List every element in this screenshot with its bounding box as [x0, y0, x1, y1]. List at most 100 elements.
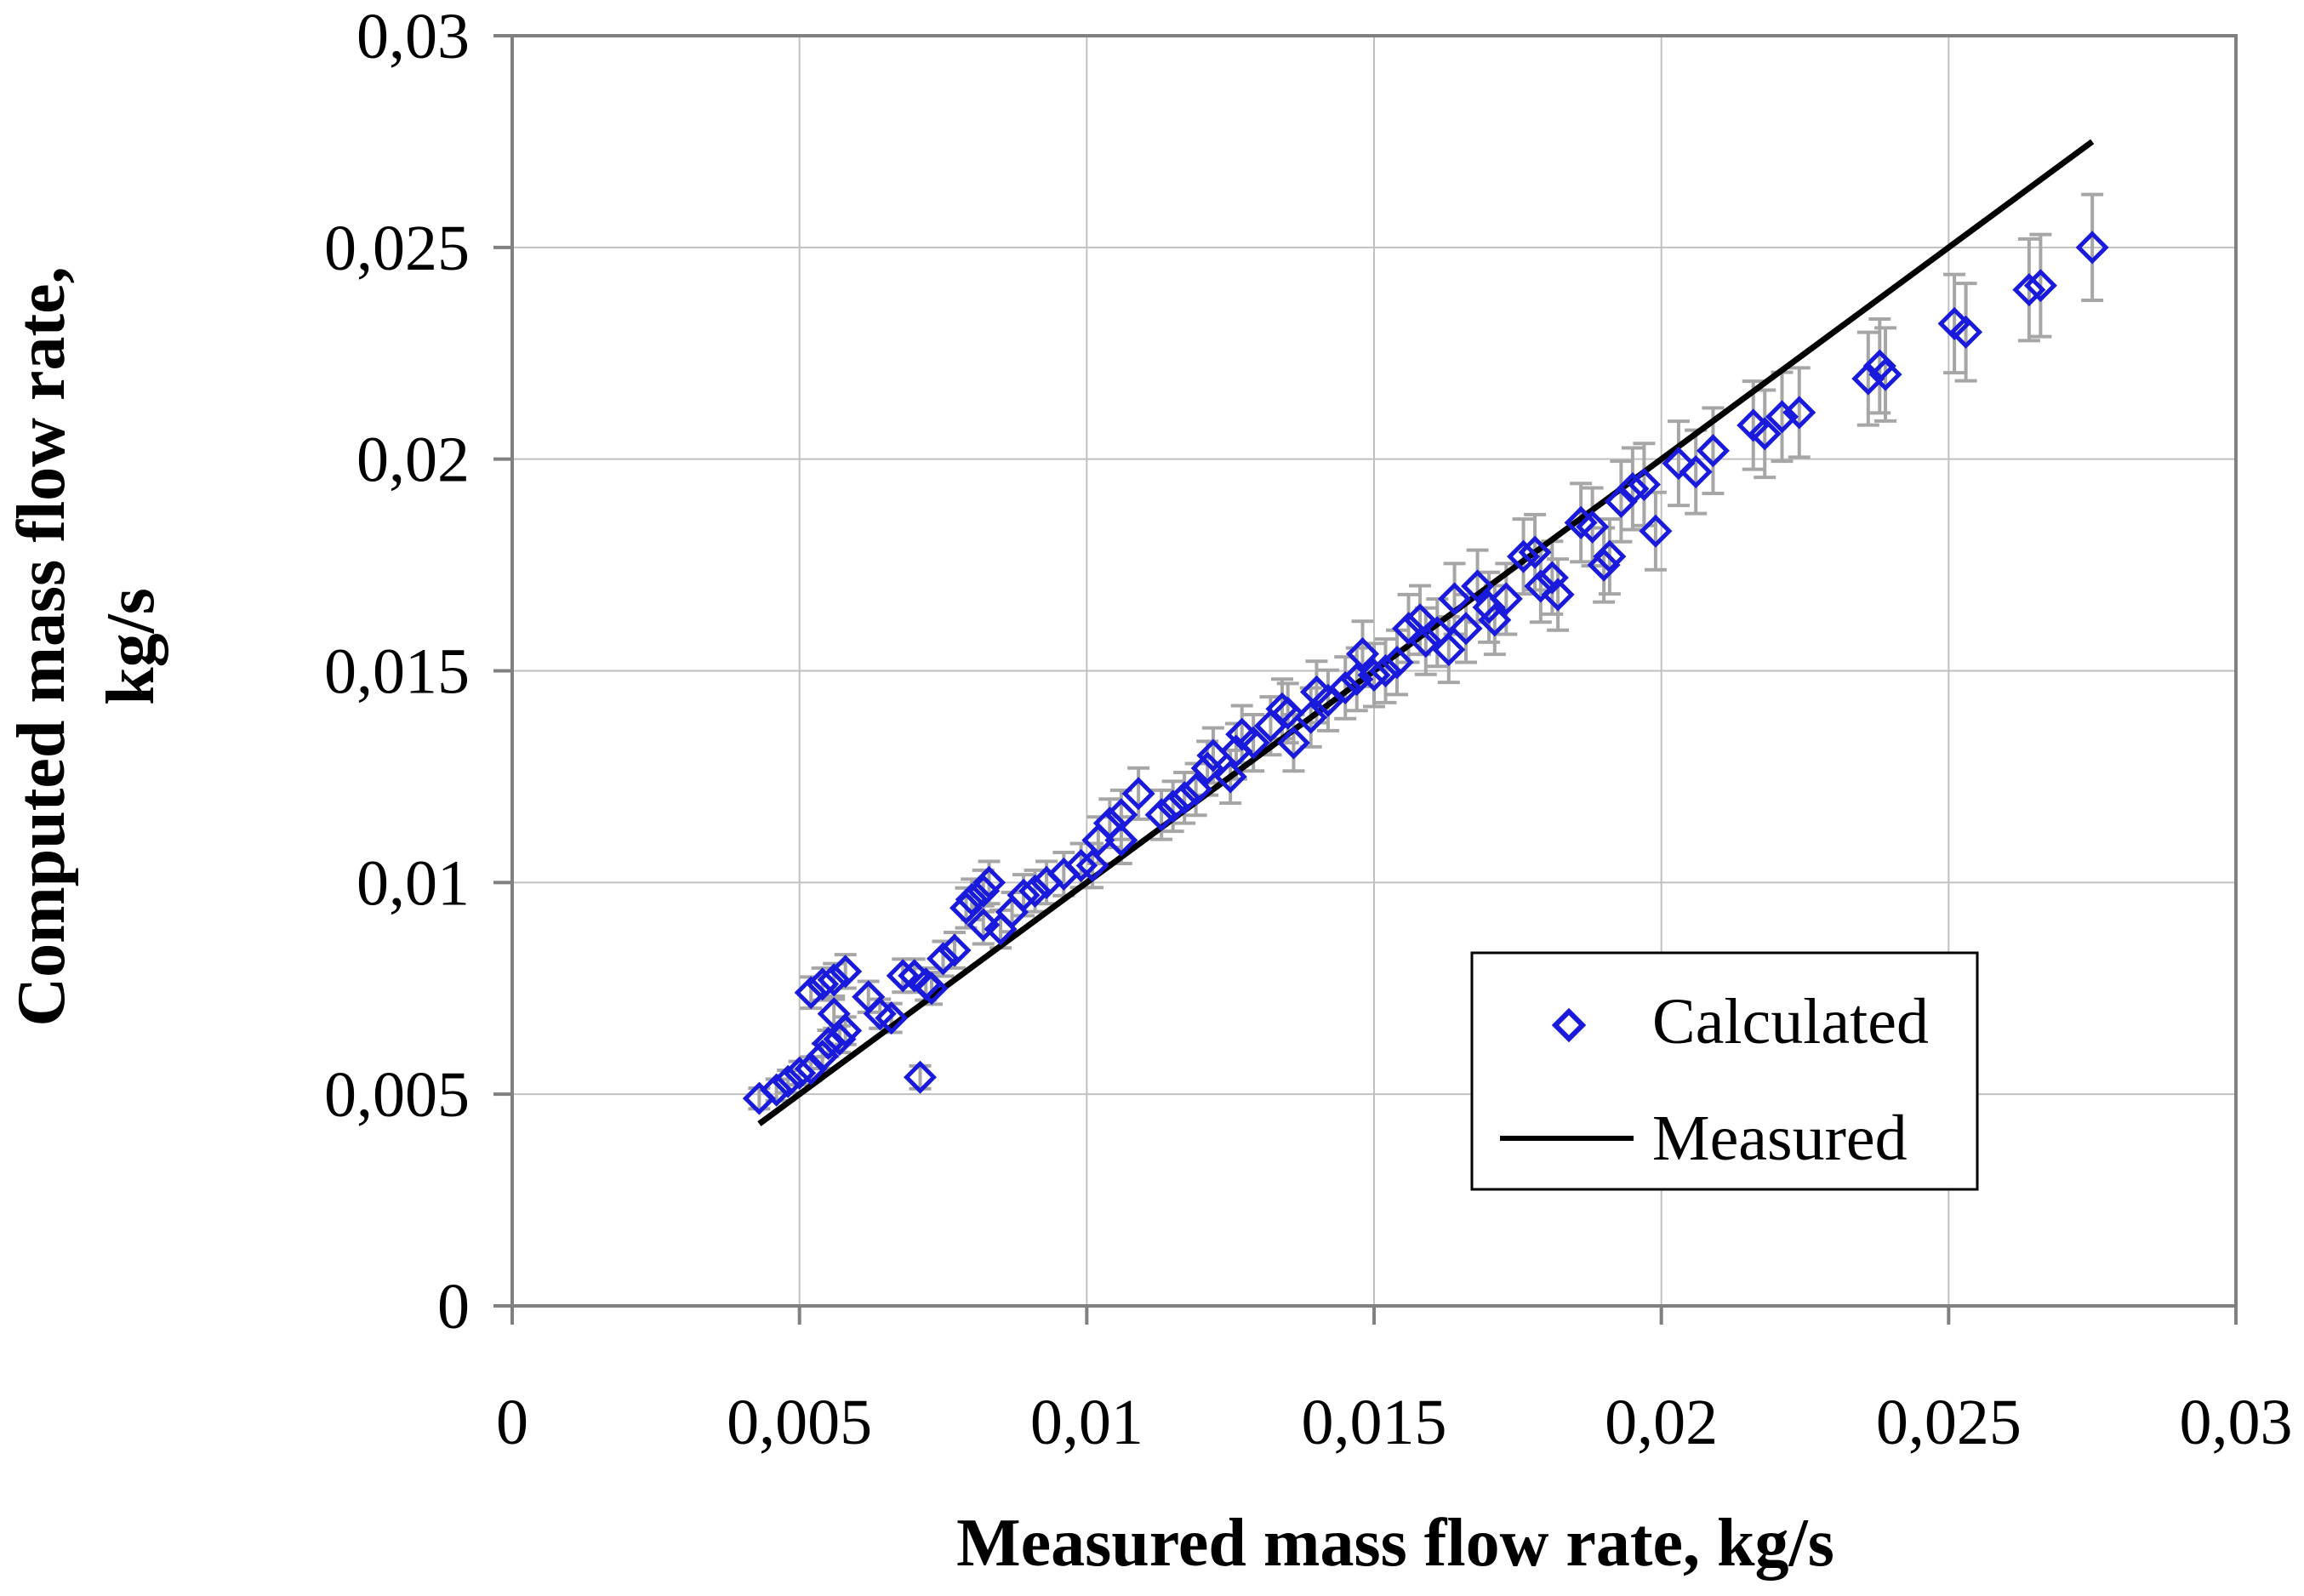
- calculated-point: [1507, 539, 1541, 573]
- calculated-point: [1616, 471, 1650, 506]
- x-tick-label: 0,02: [1605, 1387, 1718, 1458]
- y-tick-label: 0: [437, 1271, 470, 1342]
- calculated-point: [1328, 670, 1362, 704]
- calculated-point: [1438, 582, 1472, 616]
- calculated-point: [926, 942, 961, 976]
- legend-box: [1470, 951, 1979, 1191]
- y-tick-label: 0,005: [324, 1059, 470, 1131]
- error-bar: [1173, 770, 1196, 825]
- calculated-point: [938, 933, 972, 967]
- calculated-point: [1391, 612, 1426, 646]
- calculated-point: [1593, 539, 1627, 573]
- calculated-point: [1179, 772, 1213, 807]
- calculated-point: [967, 874, 1001, 908]
- calculated-point: [1007, 878, 1041, 912]
- error-bar: [1856, 330, 1879, 427]
- y-axis-title-line1: Computed mass flow rate,: [4, 266, 79, 1026]
- y-tick-labels: 0 0,005 0,01 0,015 0,02 0,025 0,03: [324, 1, 470, 1342]
- calculated-point: [1535, 561, 1569, 595]
- calculated-point: [1357, 658, 1391, 693]
- calculated-point: [806, 967, 840, 1001]
- calculated-point: [794, 976, 828, 1010]
- error-bar: [1788, 366, 1811, 459]
- calculated-point: [1064, 848, 1098, 882]
- y-tick-label: 0,01: [356, 847, 470, 919]
- calculated-point: [1340, 662, 1374, 696]
- calculated-point: [1489, 582, 1523, 616]
- calculated-point: [1639, 514, 1673, 548]
- calculated-point: [1271, 696, 1305, 730]
- calculated-point: [1587, 548, 1621, 582]
- calculated-point: [1167, 781, 1201, 815]
- calculated-point: [1782, 396, 1816, 430]
- calculated-point: [829, 1013, 863, 1048]
- y-tick-label: 0,025: [324, 213, 470, 284]
- calculated-point: [1576, 510, 1610, 544]
- x-axis-title: Measured mass flow rate, kg/s: [956, 1506, 1834, 1581]
- y-tick-label: 0,015: [324, 636, 470, 708]
- calculated-point: [1851, 362, 1885, 396]
- calculated-point: [2075, 231, 2109, 265]
- axes: [493, 34, 2238, 1325]
- calculated-point: [1121, 777, 1155, 811]
- error-bar: [1943, 272, 1966, 375]
- calculated-point: [1104, 824, 1138, 858]
- error-bar: [2081, 192, 2104, 303]
- calculated-point: [1345, 637, 1380, 671]
- calculated-point: [1949, 315, 1983, 349]
- y-axis-title-line2: kg/s: [94, 588, 168, 705]
- legend-measured-label: Measured: [1652, 1103, 1908, 1174]
- x-tick-label: 0,015: [1302, 1387, 1447, 1458]
- x-tick-label: 0,025: [1876, 1387, 2022, 1458]
- x-tick-labels: 0 0,005 0,01 0,015 0,02 0,025 0,03: [496, 1387, 2293, 1458]
- calculated-point: [1604, 484, 1638, 518]
- error-bar: [1954, 282, 1977, 383]
- legend: Calculated Measured: [1470, 951, 1979, 1191]
- calculated-point: [1478, 603, 1512, 637]
- calculated-point: [1236, 726, 1270, 760]
- calculated-point: [1213, 760, 1247, 794]
- calculated-point: [1662, 447, 1696, 481]
- error-bar: [1667, 419, 1690, 508]
- calculated-point: [783, 1056, 817, 1090]
- x-tick-label: 0,005: [727, 1387, 872, 1458]
- calculated-point: [1627, 467, 1661, 502]
- calculated-point: [903, 1060, 938, 1094]
- calculated-point: [794, 1052, 828, 1086]
- error-bar: [1316, 668, 1339, 732]
- calculated-point: [955, 882, 989, 916]
- calculated-point: [1276, 726, 1310, 760]
- calculated-point: [1380, 646, 1414, 680]
- calculated-point: [771, 1064, 805, 1098]
- calculated-point: [817, 963, 851, 997]
- calculated-point: [915, 972, 949, 1006]
- calculated-point: [1018, 874, 1052, 908]
- calculated-point: [875, 1001, 909, 1035]
- calculated-point: [1765, 400, 1799, 434]
- calculated-point: [1409, 624, 1443, 658]
- calculated-point: [1518, 535, 1552, 569]
- calculated-point: [1524, 569, 1558, 603]
- y-tick-label: 0,02: [356, 425, 470, 496]
- calculated-point: [1368, 653, 1403, 688]
- calculated-point: [1696, 434, 1730, 468]
- calculated-point: [1075, 848, 1109, 882]
- calculated-point: [1156, 789, 1190, 824]
- calculated-point: [1449, 612, 1483, 646]
- x-tick-label: 0,01: [1030, 1387, 1143, 1458]
- calculated-point: [972, 865, 1007, 899]
- legend-calculated-marker: [1551, 1007, 1587, 1043]
- x-tick-label: 0: [496, 1387, 528, 1458]
- error-bar: [1742, 379, 1765, 471]
- calculated-point: [1432, 633, 1466, 667]
- calculated-point: [2023, 269, 2057, 303]
- calculated-point: [1144, 798, 1178, 832]
- calculated-point: [2012, 273, 2046, 307]
- calculated-point: [829, 955, 863, 989]
- calculated-point: [1294, 700, 1328, 734]
- legend-calculated-label: Calculated: [1652, 986, 1929, 1057]
- calculated-point: [967, 908, 1001, 942]
- calculated-point: [1541, 578, 1575, 612]
- error-bar: [1610, 459, 1633, 544]
- error-bar: [1161, 779, 1184, 834]
